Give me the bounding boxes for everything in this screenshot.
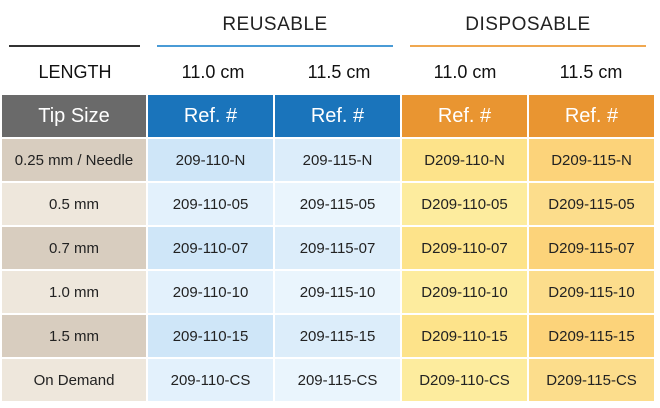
ref-cell: 209-110-05 <box>148 183 275 227</box>
header-ref-reusable-long: Ref. # <box>275 95 402 139</box>
ref-cell: D209-110-CS <box>402 359 529 403</box>
disposable-divider <box>410 45 646 47</box>
tip-size-cell: 1.5 mm <box>2 315 148 359</box>
reusable-group-title: REUSABLE <box>222 14 328 35</box>
ref-cell: 209-115-07 <box>275 227 402 271</box>
reusable-length-long: 11.5 cm <box>307 62 371 82</box>
reusable-divider <box>157 45 393 47</box>
header-ref-disposable-long: Ref. # <box>529 95 656 139</box>
table-row: 1.0 mm 209-110-10 209-115-10 D209-110-10… <box>2 271 656 315</box>
ref-cell: D209-115-05 <box>529 183 656 227</box>
ref-cell: D209-115-10 <box>529 271 656 315</box>
table-row: 0.7 mm 209-110-07 209-115-07 D209-110-07… <box>2 227 656 271</box>
length-label: LENGTH <box>38 62 112 82</box>
header-ref-reusable-short: Ref. # <box>148 95 275 139</box>
header-ref-disposable-short: Ref. # <box>402 95 529 139</box>
table-row: 0.25 mm / Needle 209-110-N 209-115-N D20… <box>2 139 656 183</box>
table-header-row: Tip Size Ref. # Ref. # Ref. # Ref. # <box>2 95 656 139</box>
tip-size-cell: 0.25 mm / Needle <box>2 139 148 183</box>
reference-table: Tip Size Ref. # Ref. # Ref. # Ref. # 0.2… <box>2 95 656 403</box>
ref-cell: D209-115-07 <box>529 227 656 271</box>
table-row: 0.5 mm 209-110-05 209-115-05 D209-110-05… <box>2 183 656 227</box>
length-divider <box>9 45 140 47</box>
ref-cell: 209-110-10 <box>148 271 275 315</box>
disposable-length-long: 11.5 cm <box>559 62 623 82</box>
ref-cell: 209-115-05 <box>275 183 402 227</box>
tip-size-cell: On Demand <box>2 359 148 403</box>
ref-cell: D209-115-N <box>529 139 656 183</box>
tip-size-cell: 0.7 mm <box>2 227 148 271</box>
ref-cell: 209-110-N <box>148 139 275 183</box>
header-tip-size: Tip Size <box>2 95 148 139</box>
table-row: 1.5 mm 209-110-15 209-115-15 D209-110-15… <box>2 315 656 359</box>
disposable-length-short: 11.0 cm <box>433 62 497 82</box>
ref-cell: 209-115-10 <box>275 271 402 315</box>
ref-cell: 209-115-15 <box>275 315 402 359</box>
ref-cell: D209-110-07 <box>402 227 529 271</box>
disposable-group-title: DISPOSABLE <box>465 14 591 35</box>
ref-cell: 209-110-07 <box>148 227 275 271</box>
ref-cell: D209-115-CS <box>529 359 656 403</box>
ref-cell: 209-110-15 <box>148 315 275 359</box>
reusable-length-short: 11.0 cm <box>181 62 245 82</box>
ref-cell: D209-115-15 <box>529 315 656 359</box>
tip-size-cell: 0.5 mm <box>2 183 148 227</box>
tip-size-cell: 1.0 mm <box>2 271 148 315</box>
ref-cell: 209-110-CS <box>148 359 275 403</box>
ref-cell: 209-115-CS <box>275 359 402 403</box>
ref-cell: D209-110-05 <box>402 183 529 227</box>
ref-cell: D209-110-N <box>402 139 529 183</box>
ref-cell: 209-115-N <box>275 139 402 183</box>
ref-cell: D209-110-15 <box>402 315 529 359</box>
table-row: On Demand 209-110-CS 209-115-CS D209-110… <box>2 359 656 403</box>
ref-cell: D209-110-10 <box>402 271 529 315</box>
